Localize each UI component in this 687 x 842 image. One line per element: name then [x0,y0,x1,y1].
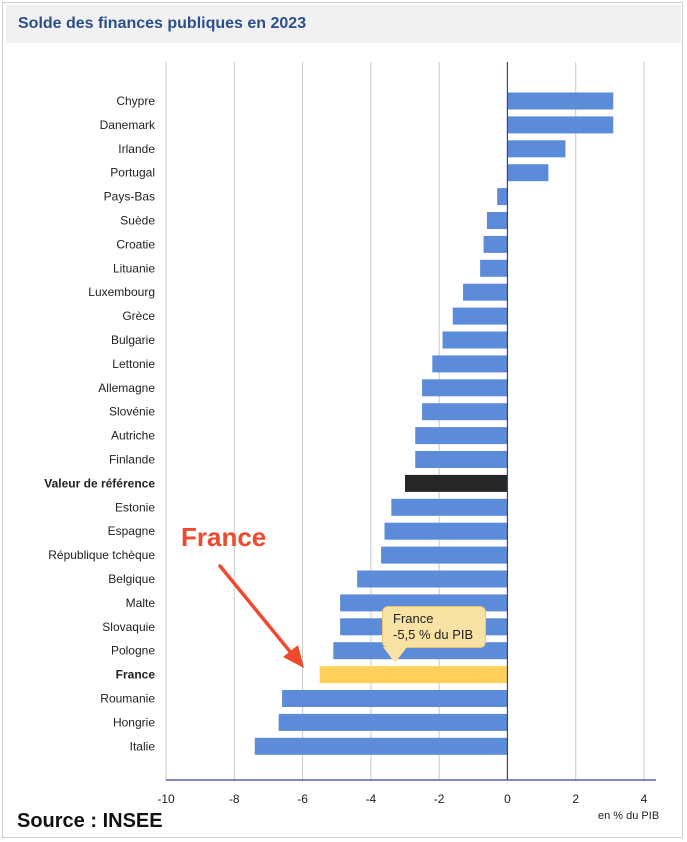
category-label: Slovénie [109,405,155,419]
bar [415,427,508,445]
bar [507,92,614,110]
bar [452,307,508,325]
bar [405,474,508,492]
category-label: Bulgarie [111,333,155,347]
bar [432,355,508,373]
category-label: Danemark [100,118,156,132]
arrow-shaft [218,564,294,656]
title-bar: Solde des finances publiques en 2023 [6,5,681,43]
tooltip-value: -5,5 % du PIB [393,627,474,642]
x-tick-label: 4 [641,792,648,806]
category-label: Roumanie [100,692,155,706]
x-tick-label: -6 [297,792,308,806]
x-tick-label: -2 [434,792,445,806]
bar [483,235,508,253]
category-label: Autriche [111,429,155,443]
category-label: Grèce [122,309,155,323]
bar [463,283,508,301]
bar [497,188,508,206]
x-tick-label: 0 [504,792,511,806]
category-label: Chypre [116,94,155,108]
x-axis-unit-label: en % du PIB [598,810,660,822]
bar [278,713,508,731]
bar [254,737,508,755]
x-tick-label: 2 [572,792,579,806]
category-label: Suède [120,214,155,228]
category-label: Estonie [115,500,155,514]
bar [384,522,508,540]
bar [319,666,508,684]
bar [391,498,508,516]
arrow-head [283,645,304,668]
bar [422,403,508,421]
bar [422,379,508,397]
bar [282,690,508,707]
x-tick-label: -4 [366,792,377,806]
category-label: Croatie [116,237,155,251]
category-label: Slovaquie [102,620,155,634]
category-label: République tchèque [48,548,155,562]
bar [507,116,614,134]
category-label: Belgique [108,572,155,586]
category-label: Lituanie [113,261,155,275]
x-tick-label: -8 [229,792,240,806]
bar [442,331,508,349]
bar [507,164,549,182]
category-label: Lettonie [112,357,155,371]
source-label: Source : INSEE [17,810,163,832]
category-label: Pologne [111,644,155,658]
category-label: Italie [130,739,156,753]
category-label: Espagne [108,524,156,538]
chart-title: Solde des finances publiques en 2023 [18,15,307,32]
tooltip-country: France [393,611,434,626]
category-label: Allemagne [98,381,155,395]
bar [357,570,508,588]
category-label: France [116,668,156,682]
category-label: Luxembourg [88,285,155,299]
category-label: Malte [126,596,156,610]
france-annotation: France [181,522,267,552]
bar [381,546,508,564]
category-label: Pays-Bas [104,190,155,204]
bar [507,140,566,158]
bar [480,259,508,277]
category-label: Portugal [110,166,155,180]
tooltip-tail [383,647,407,663]
category-label: Hongrie [113,715,155,729]
france-tooltip: France -5,5 % du PIB [382,606,486,648]
x-tick-label: -10 [157,792,175,806]
category-label: Finlande [109,453,155,467]
category-label: Valeur de référence [44,476,155,490]
category-label: Irlande [118,142,155,156]
bar [415,451,508,468]
bar [486,212,508,229]
